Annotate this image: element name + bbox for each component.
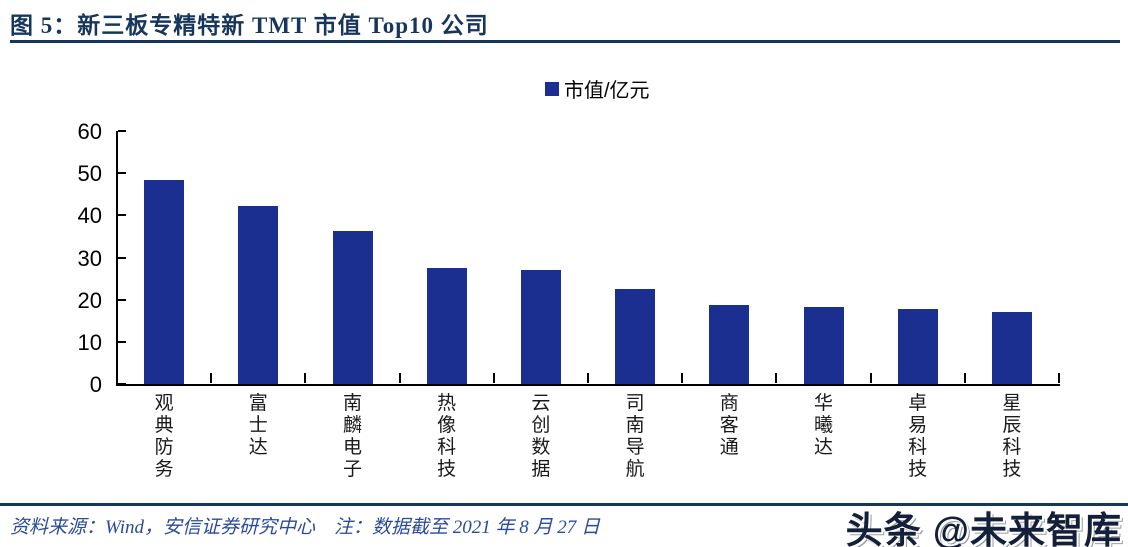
- y-tick: [118, 256, 126, 259]
- x-tick: [775, 373, 778, 383]
- y-tick-label: 20: [77, 287, 102, 313]
- y-tick-label: 10: [77, 329, 102, 355]
- y-tick: [118, 340, 126, 343]
- x-tick: [869, 373, 872, 383]
- chart-legend: 市值/亿元: [545, 74, 650, 103]
- x-tick: [587, 373, 589, 383]
- x-tick: [492, 373, 495, 383]
- bar-商客通: [709, 304, 750, 384]
- x-category-label: 星 辰 科 技: [1002, 393, 1022, 480]
- x-category-label: 商 客 通: [719, 393, 739, 458]
- bar-星辰科技: [991, 312, 1032, 384]
- x-category-label: 卓 易 科 技: [908, 393, 928, 480]
- x-category-label: 南 麟 电 子: [342, 393, 363, 480]
- bar-富士达: [238, 205, 279, 384]
- y-tick-label: 50: [77, 161, 102, 187]
- x-axis-line: [116, 384, 1060, 386]
- source-note: 资料来源：Wind，安信证券研究中心 注：数据截至 2021 年 8 月 27 …: [10, 517, 601, 538]
- x-category-label: 观 典 防 务: [154, 393, 174, 480]
- x-tick: [1058, 373, 1060, 383]
- x-axis-labels: 观 典 防 务富 士 达南 麟 电 子热 像 科 技云 创 数 据司 南 导 航…: [0, 393, 1128, 493]
- legend-color-swatch: [545, 81, 559, 96]
- bar-南麟电子: [332, 230, 373, 384]
- x-category-label: 司 南 导 航: [625, 393, 645, 480]
- bar-云创数据: [520, 270, 561, 384]
- y-tick-label: 40: [77, 203, 102, 229]
- plot-area: [117, 130, 1060, 385]
- x-tick: [210, 373, 213, 383]
- x-category-label: 热 像 科 技: [437, 393, 457, 480]
- y-tick: [118, 172, 126, 175]
- y-tick: [118, 298, 126, 301]
- y-tick: [118, 130, 126, 132]
- watermark: 头条 @未来智库: [845, 510, 1122, 547]
- bar-华曦达: [803, 306, 844, 384]
- y-tick: [118, 214, 126, 217]
- x-category-label: 富 士 达: [248, 393, 268, 458]
- y-tick-label: 0: [89, 372, 102, 397]
- x-tick: [398, 373, 401, 383]
- x-tick: [681, 373, 684, 383]
- x-category-label: 华 曦 达: [813, 393, 834, 458]
- bar-观典防务: [144, 179, 185, 384]
- y-tick-label: 60: [77, 119, 102, 144]
- figure-title: 图 5：新三板专精特新 TMT 市值 Top10 公司: [10, 13, 489, 38]
- y-axis-labels: 0 10 20 30 40 50 60: [40, 0, 102, 547]
- y-axis-line: [116, 131, 118, 386]
- x-category-label: 云 创 数 据: [531, 393, 551, 480]
- bar-热像科技: [426, 268, 467, 384]
- bar-卓易科技: [897, 308, 938, 384]
- footer-divider: [0, 503, 1128, 506]
- y-tick: [118, 383, 126, 385]
- y-tick-label: 30: [77, 245, 102, 271]
- x-tick: [963, 373, 966, 383]
- title-divider: [10, 40, 1120, 43]
- x-tick: [304, 373, 307, 383]
- legend-label: 市值/亿元: [564, 80, 650, 102]
- bar-司南导航: [615, 288, 656, 384]
